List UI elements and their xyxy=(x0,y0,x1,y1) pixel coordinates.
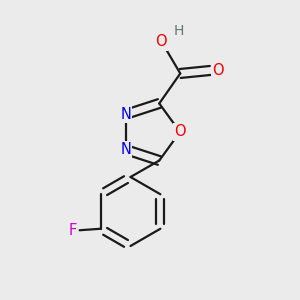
Text: O: O xyxy=(174,124,186,140)
Text: O: O xyxy=(155,34,166,50)
Text: F: F xyxy=(69,223,77,238)
Text: H: H xyxy=(174,25,184,38)
Text: N: N xyxy=(120,107,131,122)
Text: N: N xyxy=(120,142,131,157)
Text: O: O xyxy=(212,63,224,78)
